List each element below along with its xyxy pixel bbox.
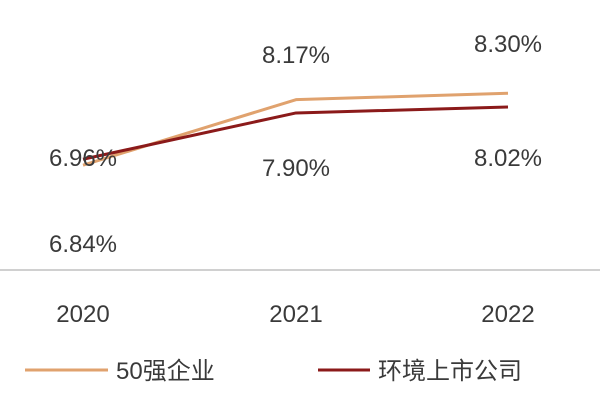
data-label-s0-1: 8.17% — [262, 42, 330, 69]
x-tick-label-1: 2021 — [269, 301, 322, 328]
x-tick-label-2: 2022 — [481, 301, 534, 328]
data-label-layer: 6.84% 8.17% 8.30% 6.96% 7.90% 8.02% — [49, 31, 542, 258]
legend-label-0: 50强企业 — [116, 358, 215, 385]
x-tick-layer: 2020 2021 2022 — [56, 301, 534, 328]
data-label-s0-0: 6.84% — [49, 231, 117, 258]
legend: 50强企业 环境上市公司 — [25, 358, 522, 385]
series-line-1 — [82, 105, 509, 161]
legend-label-1: 环境上市公司 — [378, 358, 522, 385]
data-label-s1-2: 8.02% — [474, 145, 542, 172]
series-layer — [82, 91, 509, 167]
x-tick-label-0: 2020 — [56, 301, 109, 328]
data-label-s1-1: 7.90% — [262, 155, 330, 182]
data-label-s1-0: 6.96% — [49, 145, 117, 172]
data-label-s0-2: 8.30% — [474, 31, 542, 58]
